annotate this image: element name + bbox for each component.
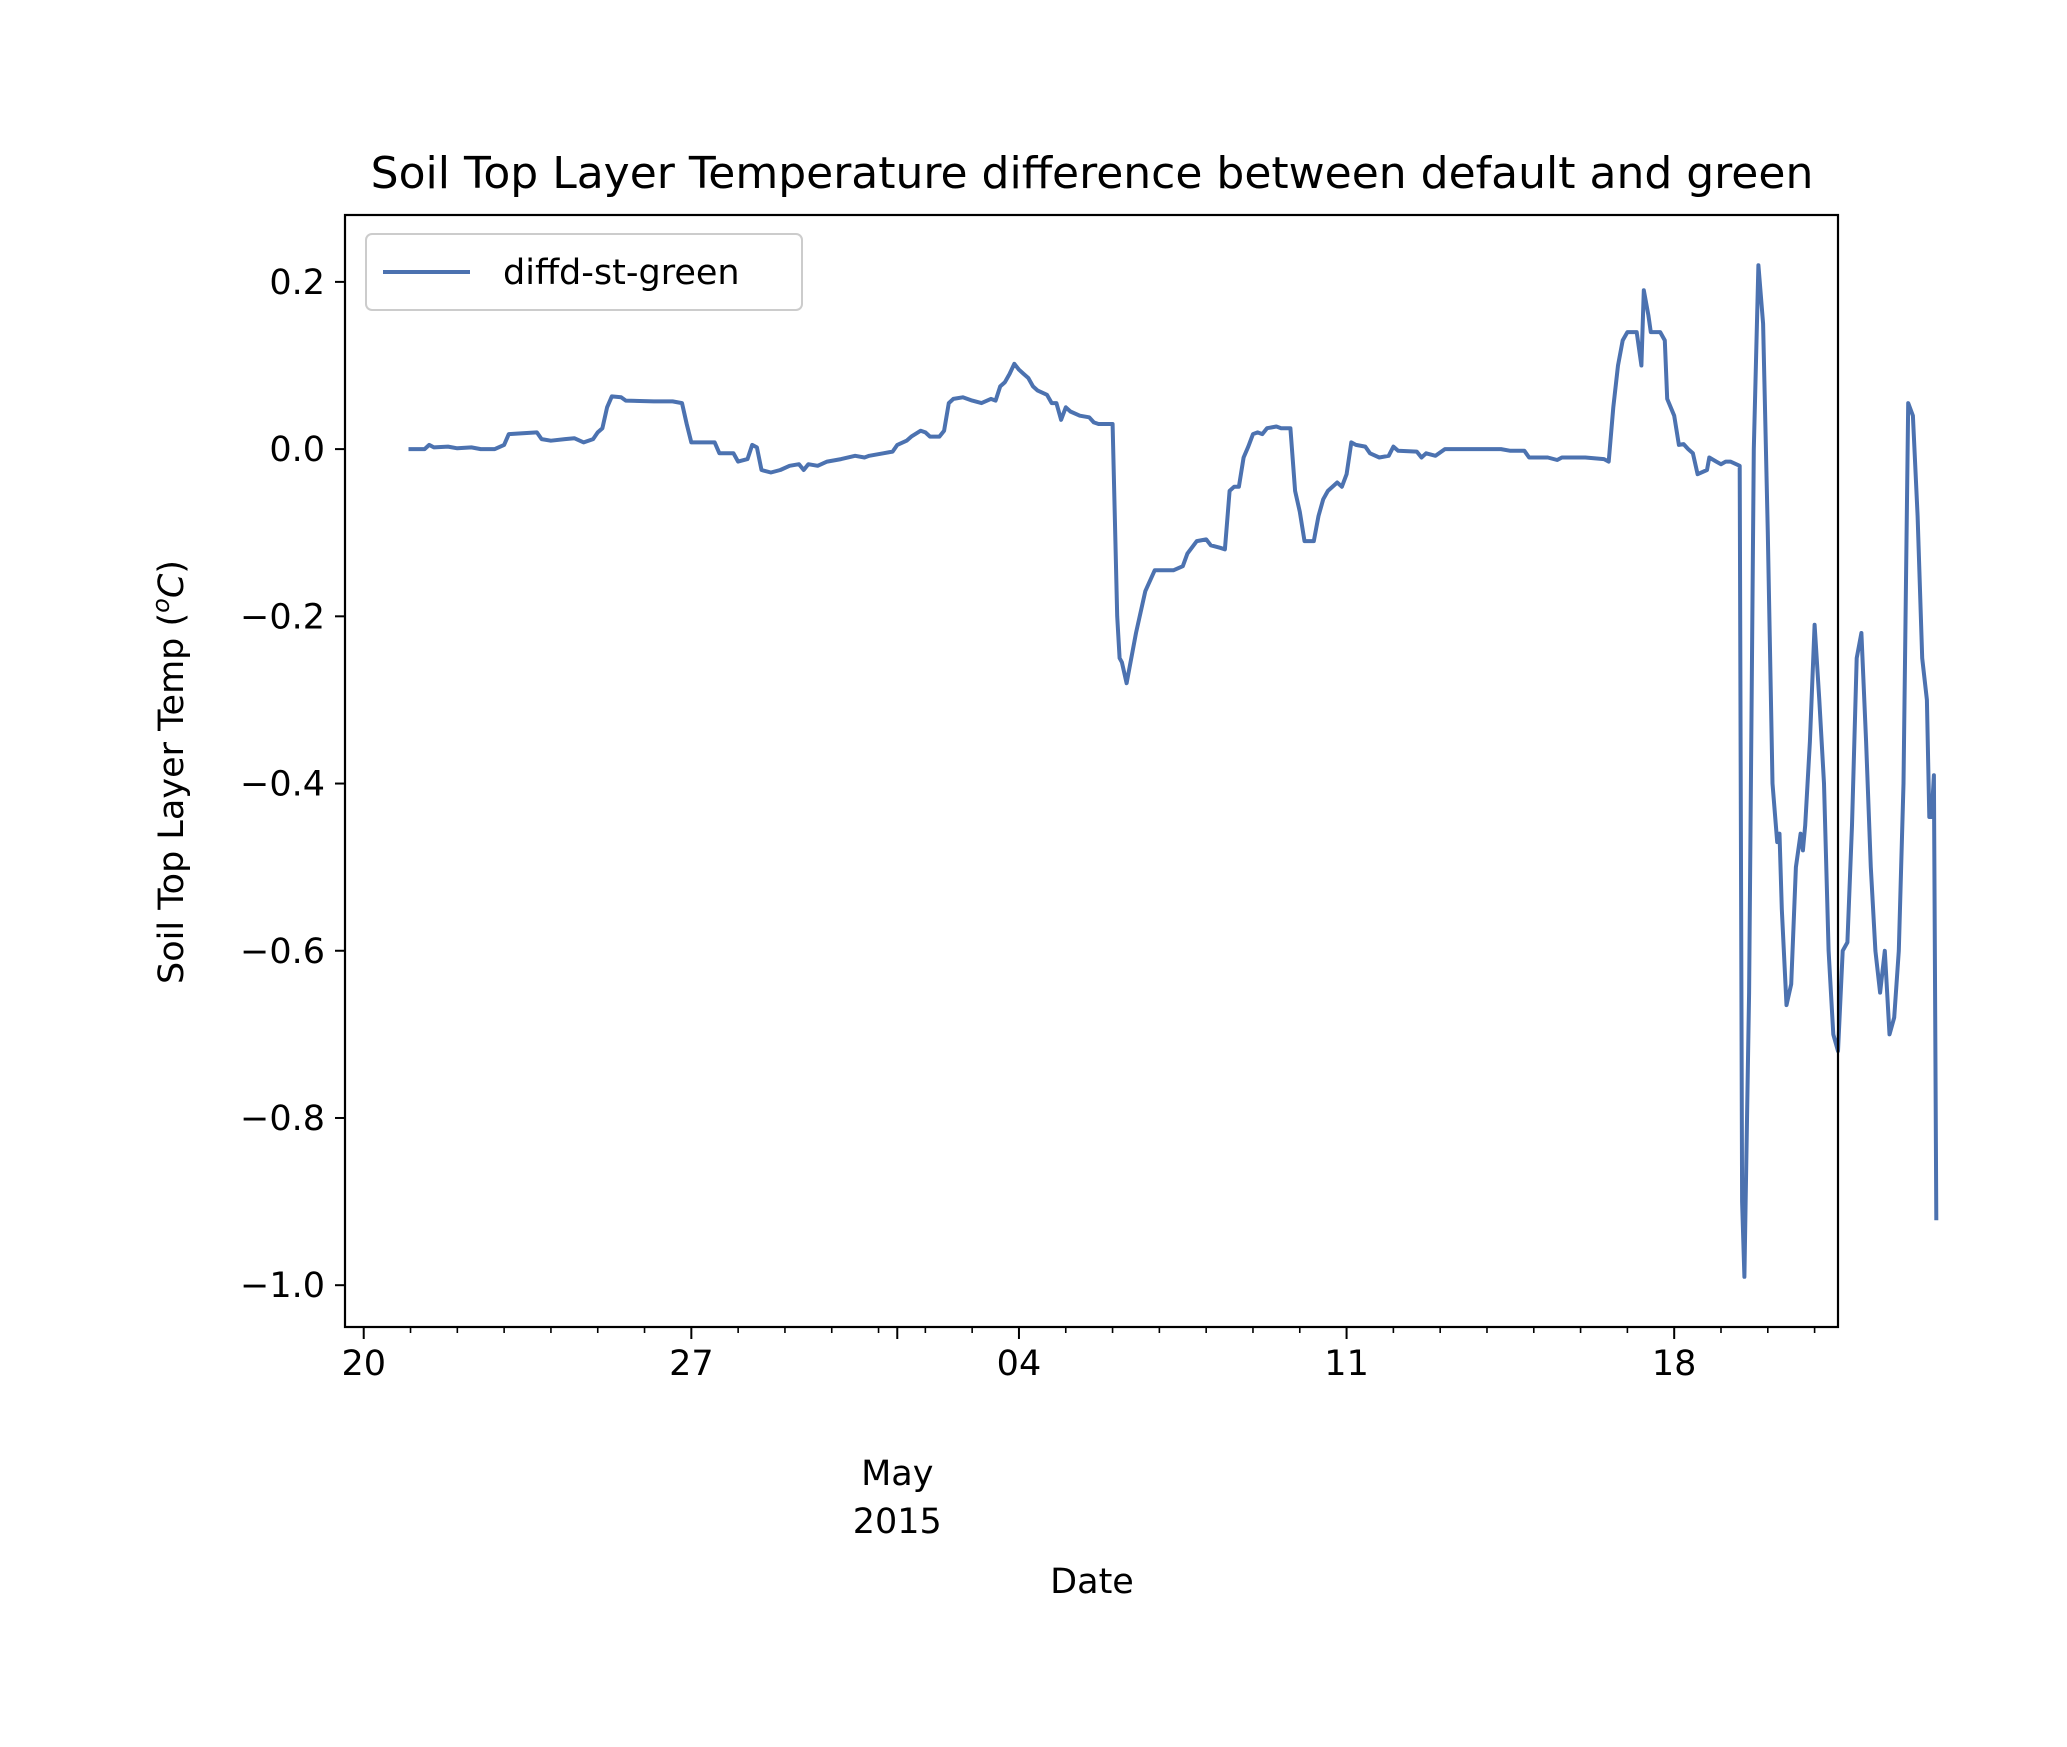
series-layer xyxy=(408,263,1939,1279)
y-axis-label-close: ) xyxy=(152,560,192,574)
y-tick-label: −0.4 xyxy=(240,765,325,805)
legend: diffd-st-green xyxy=(365,233,803,311)
plot-area xyxy=(345,215,1838,1327)
chart-title: Soil Top Layer Temperature difference be… xyxy=(371,148,1814,199)
x-axis: 20 27 04 11 18 xyxy=(341,1327,1816,1384)
y-axis-label-text: Soil Top Layer Temp ( xyxy=(152,613,192,984)
x-tick-label: 04 xyxy=(997,1344,1042,1384)
x-axis-label: Date xyxy=(1050,1562,1134,1602)
y-axis-label-unit-sup: o xyxy=(147,598,175,613)
y-tick-label: −0.2 xyxy=(240,597,325,637)
x-tick-label: 20 xyxy=(341,1344,386,1384)
y-tick-label: 0.2 xyxy=(269,263,325,303)
x-secondary-year-label: 2015 xyxy=(853,1502,942,1542)
y-tick-label: −0.6 xyxy=(240,932,325,972)
x-tick-label: 27 xyxy=(669,1344,714,1384)
y-tick-label: −1.0 xyxy=(240,1266,325,1306)
x-secondary-month-label: May xyxy=(861,1454,933,1494)
x-tick-label: 11 xyxy=(1324,1344,1369,1384)
legend-box xyxy=(365,233,803,311)
y-axis-label-unit: C xyxy=(152,573,192,598)
y-tick-label: −0.8 xyxy=(240,1099,325,1139)
series-line-0 xyxy=(408,263,1939,1279)
plot-frame xyxy=(343,213,1840,1329)
legend-label-diffd-st-green: diffd-st-green xyxy=(503,253,740,293)
y-tick-label: 0.0 xyxy=(269,430,325,470)
x-tick-label: 18 xyxy=(1652,1344,1697,1384)
y-axis-label: Soil Top Layer Temp (oC) xyxy=(147,560,192,984)
y-axis: 0.2 0.0 −0.2 −0.4 −0.6 −0.8 −1.0 xyxy=(240,263,345,1306)
